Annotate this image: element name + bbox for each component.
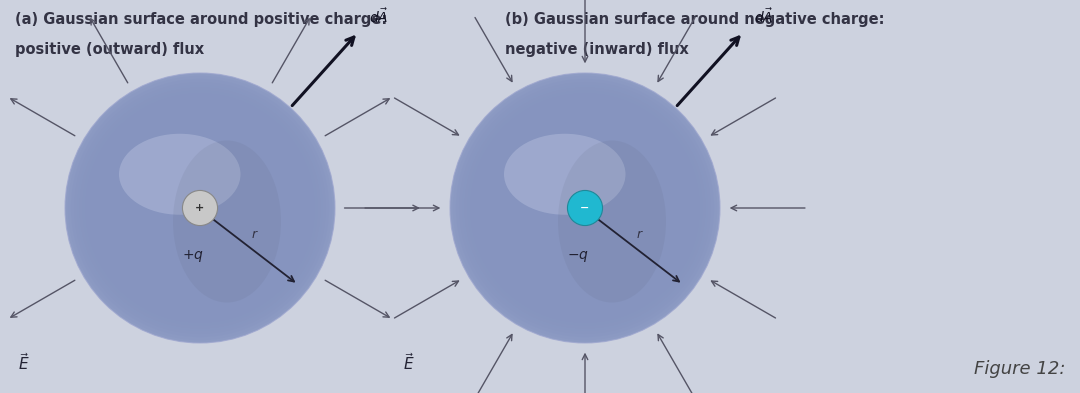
- Ellipse shape: [68, 76, 333, 340]
- Circle shape: [567, 191, 603, 226]
- Ellipse shape: [80, 88, 321, 329]
- Text: (a) Gaussian surface around positive charge:: (a) Gaussian surface around positive cha…: [15, 12, 388, 27]
- Circle shape: [183, 191, 217, 226]
- Ellipse shape: [453, 76, 717, 340]
- Ellipse shape: [504, 134, 625, 215]
- Text: $-q$: $-q$: [567, 248, 590, 263]
- Ellipse shape: [119, 134, 241, 215]
- Ellipse shape: [82, 90, 318, 326]
- Ellipse shape: [456, 79, 714, 337]
- Text: −: −: [580, 203, 590, 213]
- Ellipse shape: [85, 93, 314, 323]
- Ellipse shape: [73, 82, 326, 334]
- Ellipse shape: [71, 79, 329, 337]
- Text: positive (outward) flux: positive (outward) flux: [15, 42, 204, 57]
- Ellipse shape: [65, 73, 335, 343]
- Ellipse shape: [450, 73, 720, 343]
- Ellipse shape: [468, 90, 703, 326]
- Text: $r$: $r$: [252, 228, 259, 241]
- Text: (b) Gaussian surface around negative charge:: (b) Gaussian surface around negative cha…: [505, 12, 885, 27]
- Ellipse shape: [173, 141, 281, 303]
- Text: $d\vec{A}$: $d\vec{A}$: [754, 7, 773, 26]
- Text: $\vec{E}$: $\vec{E}$: [17, 352, 29, 373]
- Ellipse shape: [450, 73, 720, 343]
- Text: $r$: $r$: [636, 228, 644, 241]
- Text: negative (inward) flux: negative (inward) flux: [505, 42, 689, 57]
- Text: $d\vec{A}$: $d\vec{A}$: [369, 7, 388, 26]
- Ellipse shape: [464, 88, 705, 329]
- Ellipse shape: [77, 84, 323, 331]
- Ellipse shape: [461, 84, 708, 331]
- Ellipse shape: [558, 141, 666, 303]
- Text: $+q$: $+q$: [183, 248, 204, 264]
- Text: Figure 12:: Figure 12:: [973, 360, 1065, 378]
- Ellipse shape: [459, 82, 712, 334]
- Text: $\vec{E}$: $\vec{E}$: [403, 352, 415, 373]
- Ellipse shape: [470, 93, 700, 323]
- Ellipse shape: [65, 73, 335, 343]
- Text: +: +: [195, 203, 204, 213]
